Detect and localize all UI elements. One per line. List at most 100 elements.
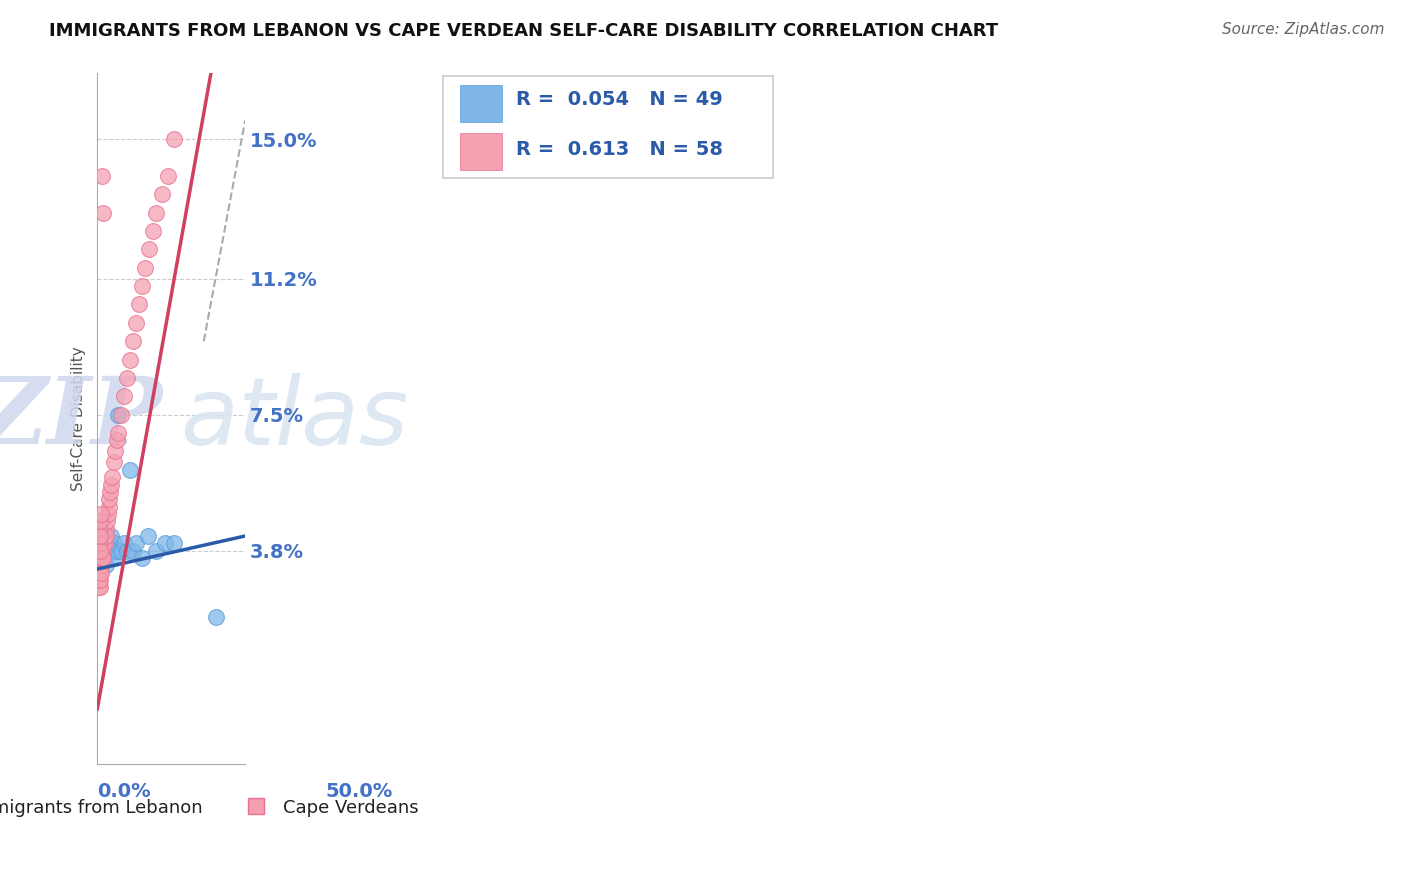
Point: [89, 522, 111, 536]
Text: atlas: atlas: [180, 373, 408, 464]
Text: R =  0.613   N = 58: R = 0.613 N = 58: [516, 140, 723, 159]
Point: [163, 132, 186, 146]
Point: [87, 543, 110, 558]
Y-axis label: Self-Care Disability: Self-Care Disability: [72, 346, 86, 491]
Point: [118, 352, 141, 367]
Point: [101, 470, 124, 484]
Point: [90, 536, 112, 550]
Point: [121, 543, 143, 558]
Point: [90, 543, 112, 558]
Point: [105, 434, 128, 448]
Point: [96, 529, 118, 543]
Point: [91, 551, 114, 566]
Point: [131, 279, 153, 293]
Point: [89, 558, 111, 573]
Point: [145, 543, 167, 558]
Point: [150, 187, 173, 202]
Point: [94, 558, 117, 573]
Point: [125, 316, 148, 330]
Point: [89, 551, 111, 566]
Point: [90, 507, 112, 521]
Point: [89, 543, 111, 558]
Point: [87, 581, 110, 595]
Point: [112, 389, 135, 403]
Point: [87, 558, 110, 573]
Point: [89, 522, 111, 536]
Point: [87, 573, 110, 587]
Point: [89, 551, 111, 566]
Point: [89, 543, 111, 558]
Point: [91, 205, 114, 219]
Point: [94, 522, 117, 536]
Point: [89, 543, 111, 558]
Point: [91, 529, 114, 543]
Point: [89, 536, 111, 550]
Point: [115, 543, 138, 558]
Point: [89, 573, 111, 587]
Point: [90, 551, 112, 566]
Point: [98, 492, 121, 507]
Point: [89, 551, 111, 566]
Point: [93, 536, 115, 550]
Point: [107, 426, 129, 441]
Point: [90, 551, 112, 566]
Point: [112, 536, 135, 550]
Point: [90, 543, 112, 558]
Point: [118, 463, 141, 477]
Point: [87, 543, 110, 558]
Point: [98, 536, 121, 550]
Point: [89, 529, 111, 543]
Point: [89, 558, 111, 573]
Point: [89, 558, 111, 573]
Text: 50.0%: 50.0%: [326, 781, 392, 801]
Point: [91, 551, 114, 566]
Point: [90, 558, 112, 573]
Point: [145, 205, 167, 219]
Legend: Immigrants from Lebanon, Cape Verdeans: Immigrants from Lebanon, Cape Verdeans: [0, 791, 426, 824]
Point: [115, 371, 138, 385]
Point: [110, 408, 132, 422]
Point: [87, 566, 110, 580]
Text: Source: ZipAtlas.com: Source: ZipAtlas.com: [1222, 22, 1385, 37]
Point: [107, 408, 129, 422]
Point: [90, 536, 112, 550]
Point: [96, 529, 118, 543]
Point: [136, 529, 159, 543]
Point: [91, 536, 114, 550]
Point: [131, 551, 153, 566]
Point: [90, 566, 112, 580]
Point: [93, 529, 115, 543]
Point: [104, 444, 127, 458]
Point: [89, 543, 111, 558]
Point: [96, 514, 118, 528]
Point: [157, 169, 180, 183]
Point: [142, 224, 165, 238]
Point: [91, 543, 114, 558]
Text: ZIP: ZIP: [0, 374, 162, 464]
Point: [89, 514, 111, 528]
Point: [103, 536, 125, 550]
Point: [128, 297, 150, 311]
Point: [87, 566, 110, 580]
Text: IMMIGRANTS FROM LEBANON VS CAPE VERDEAN SELF-CARE DISABILITY CORRELATION CHART: IMMIGRANTS FROM LEBANON VS CAPE VERDEAN …: [49, 22, 998, 40]
Point: [90, 543, 112, 558]
Point: [91, 536, 114, 550]
Point: [100, 477, 122, 491]
Point: [138, 243, 160, 257]
Point: [125, 536, 148, 550]
Point: [97, 543, 120, 558]
Point: [93, 536, 115, 550]
Point: [155, 536, 177, 550]
Point: [87, 529, 110, 543]
Point: [98, 484, 121, 499]
Point: [87, 551, 110, 566]
Point: [89, 566, 111, 580]
Point: [204, 610, 226, 624]
Point: [87, 536, 110, 550]
Point: [93, 543, 115, 558]
Point: [105, 543, 128, 558]
Point: [104, 551, 127, 566]
Point: [89, 566, 111, 580]
Point: [89, 536, 111, 550]
Point: [134, 260, 156, 275]
